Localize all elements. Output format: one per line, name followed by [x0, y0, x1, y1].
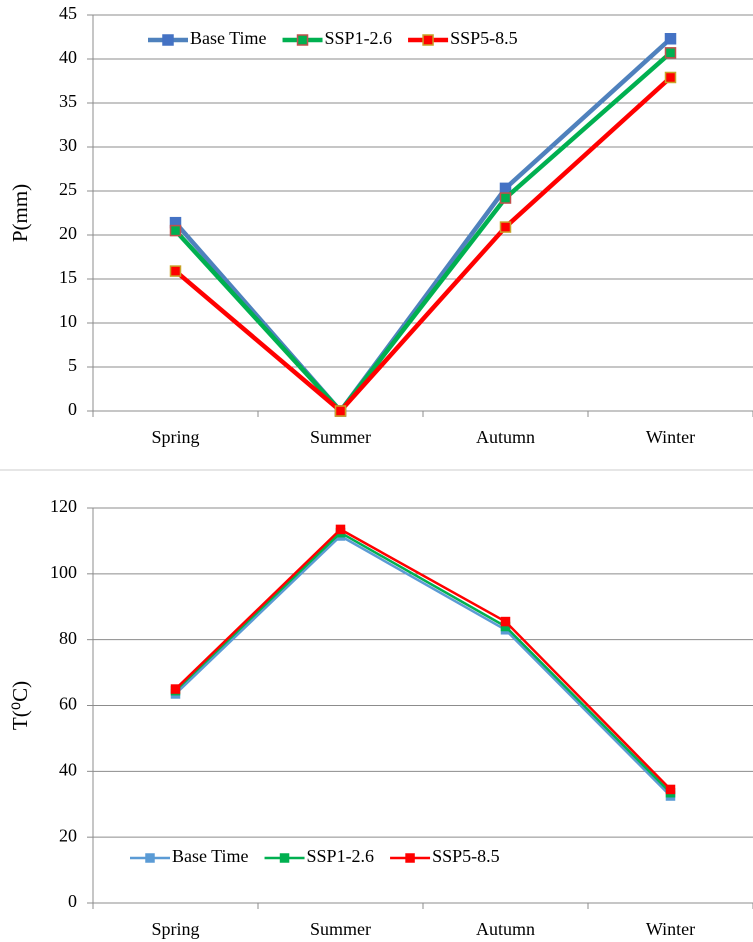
- y-tick-label: 80: [59, 628, 77, 648]
- marker: [169, 265, 182, 277]
- marker: [499, 221, 512, 233]
- y-tick-label: 35: [59, 91, 77, 111]
- marker: [664, 33, 677, 45]
- series-line: [173, 37, 673, 414]
- legend-marker: [422, 34, 434, 46]
- y-tick-label: 5: [68, 355, 77, 375]
- x-tick-label: Winter: [646, 919, 695, 939]
- legend-label: SSP1-2.6: [307, 846, 375, 866]
- y-tick-label: 100: [50, 562, 77, 582]
- y-tick-label: 120: [50, 496, 77, 516]
- series-line: [174, 531, 672, 794]
- marker: [664, 71, 677, 84]
- y-tick-label: 40: [59, 47, 77, 67]
- legend-marker: [405, 853, 415, 863]
- marker: [665, 784, 676, 795]
- legend-label: Base Time: [190, 28, 267, 48]
- marker: [499, 192, 512, 204]
- x-tick-label: Summer: [310, 919, 371, 939]
- x-tick-label: Summer: [310, 427, 371, 447]
- y-tick-label: 15: [59, 267, 77, 287]
- legend-label: SSP5-8.5: [450, 28, 518, 48]
- x-tick-label: Spring: [151, 919, 199, 939]
- y-tick-label: 0: [68, 891, 77, 911]
- series-line: [174, 534, 672, 797]
- x-tick-label: Autumn: [476, 919, 535, 939]
- y-tick-label: 30: [59, 135, 77, 155]
- y-axis-title: P(mm): [8, 184, 32, 242]
- y-tick-label: 20: [59, 223, 77, 243]
- y-tick-label: 25: [59, 179, 77, 199]
- legend-marker: [145, 853, 155, 863]
- y-tick-label: 20: [59, 825, 77, 845]
- legend-marker: [296, 34, 309, 46]
- legend-label: SSP1-2.6: [325, 28, 393, 48]
- y-tick-label: 45: [59, 3, 77, 23]
- series-line: [174, 75, 673, 414]
- legend-label: Base Time: [172, 846, 249, 866]
- x-tick-label: Winter: [646, 427, 695, 447]
- marker: [500, 616, 511, 627]
- series-line: [173, 51, 672, 414]
- legend-marker: [279, 853, 290, 863]
- y-tick-label: 60: [59, 694, 77, 714]
- y-tick-label: 0: [68, 399, 77, 419]
- marker: [499, 182, 512, 195]
- legend-label: SSP5-8.5: [432, 846, 500, 866]
- marker: [169, 224, 182, 237]
- marker: [334, 405, 347, 417]
- y-tick-label: 10: [59, 311, 77, 331]
- marker: [664, 47, 677, 59]
- marker: [335, 524, 346, 535]
- series-line: [174, 528, 672, 791]
- y-axis-title: T(⁰C): [8, 681, 32, 730]
- marker: [170, 684, 181, 694]
- legend-marker: [162, 34, 174, 46]
- y-tick-label: 40: [59, 759, 77, 779]
- x-tick-label: Spring: [151, 427, 199, 447]
- x-tick-label: Autumn: [476, 427, 535, 447]
